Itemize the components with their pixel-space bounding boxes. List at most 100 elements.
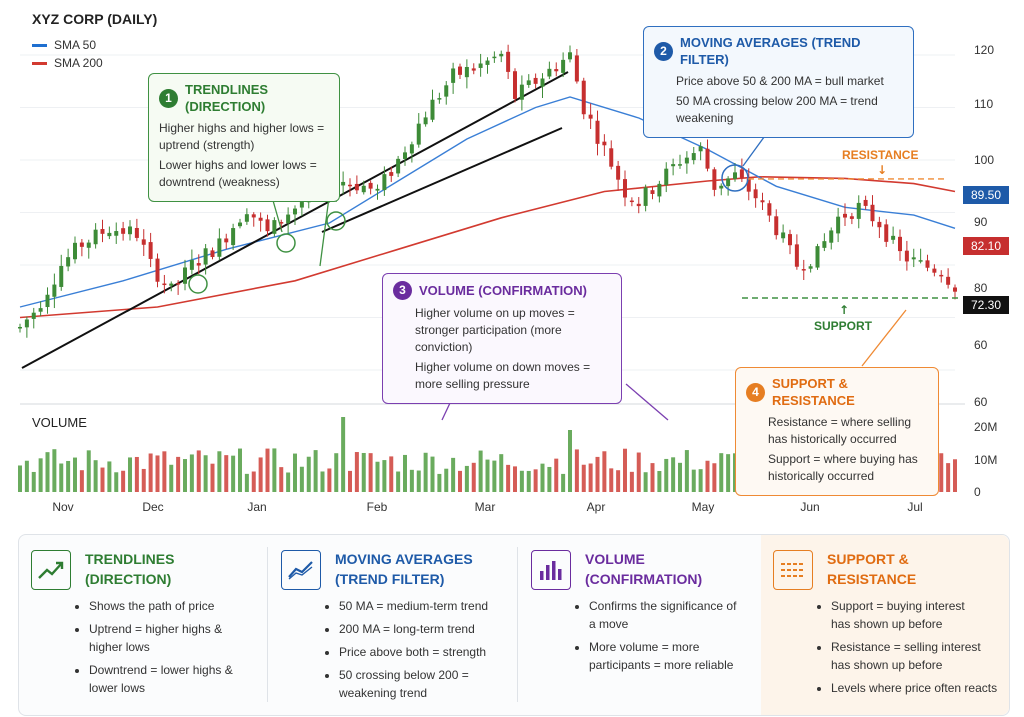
- callout-text: Resistance = where selling has historica…: [768, 415, 912, 446]
- x-tick-label: Feb: [367, 500, 388, 514]
- axes: 120 110 100 90 80 60 60 0 10M 20M Nov Dec Jan Feb Mar A…: [32, 43, 1009, 514]
- callout-text: Higher volume on up moves = stronger par…: [415, 306, 575, 354]
- candle-up: [203, 248, 208, 265]
- candle-down: [623, 179, 627, 198]
- candle-down: [870, 204, 875, 222]
- candle-up: [911, 257, 916, 260]
- summary-list: Support = buying interest has shown up b…: [817, 597, 997, 702]
- candle-up: [293, 208, 297, 215]
- candle-up: [678, 164, 682, 166]
- volume-bar-up: [691, 469, 696, 492]
- candle-down: [753, 189, 758, 199]
- volume-bar-up: [684, 450, 689, 492]
- candle-down: [932, 268, 937, 273]
- candle-down: [176, 283, 181, 285]
- callout-number: 4: [746, 382, 765, 402]
- x-tick-label: Jul: [907, 500, 922, 514]
- volume-bar-up: [561, 473, 566, 492]
- volume-bar-up: [437, 473, 442, 492]
- volume-bar-down: [121, 470, 126, 492]
- volume-bar-up: [107, 461, 112, 492]
- volume-bar-down: [939, 453, 944, 492]
- divider: [517, 547, 518, 702]
- summary-list: Confirms the significance of a move More…: [575, 597, 759, 679]
- summary-title: SUPPORT &: [827, 551, 909, 567]
- volume-bar-up: [114, 472, 119, 492]
- candle-up: [568, 52, 572, 60]
- candle-up: [547, 68, 552, 77]
- candle-up: [540, 78, 545, 87]
- callout-title: MOVING AVERAGES (TREND FILTER): [680, 35, 861, 67]
- list-item: Resistance = selling interest has shown …: [831, 638, 991, 674]
- volume-bar-up: [169, 464, 174, 492]
- volume-bar-up: [38, 458, 43, 492]
- price-tag-label: 72.30: [971, 298, 1001, 312]
- candle-down: [898, 236, 902, 252]
- candle-up: [430, 99, 435, 120]
- volume-bar-up: [18, 465, 22, 492]
- summary-volume: VOLUME (CONFIRMATION) Confirms the signif…: [519, 535, 764, 715]
- volume-bar-down: [953, 459, 957, 492]
- volume-bar-up: [313, 450, 318, 492]
- candle-down: [650, 190, 655, 194]
- candle-up: [128, 226, 132, 235]
- volume-bar-up: [519, 470, 524, 492]
- volume-bar-down: [595, 456, 600, 492]
- candle-up: [24, 319, 29, 328]
- candle-up: [31, 312, 36, 319]
- volume-bar-up: [272, 448, 277, 492]
- volume-bar-up: [286, 472, 291, 492]
- candle-down: [100, 229, 105, 234]
- callout-number: 1: [159, 88, 178, 108]
- candle-down: [574, 55, 579, 82]
- volume-bar-up: [430, 456, 435, 492]
- candle-down: [863, 199, 868, 206]
- candle-up: [719, 185, 724, 189]
- candle-down: [134, 227, 139, 238]
- candle-up: [671, 164, 676, 167]
- volume-bar-up: [664, 458, 669, 492]
- price-tag: [963, 296, 1009, 314]
- sma50-swatch: [32, 43, 47, 47]
- volume-bar-up: [341, 417, 346, 492]
- candle-down: [265, 219, 270, 232]
- candle-up: [519, 84, 524, 100]
- y-tick-label: 100: [974, 153, 994, 167]
- candle-down: [389, 172, 394, 176]
- candle-down: [616, 165, 621, 180]
- volume-bar-up: [499, 454, 504, 492]
- volume-bar-up: [478, 450, 483, 492]
- summary-title: MOVING AVERAGES: [335, 551, 473, 567]
- legend-sma50: SMA 50: [32, 38, 96, 52]
- candle-down: [794, 244, 799, 267]
- volume-bar-up: [671, 457, 676, 492]
- x-tick-label: Dec: [142, 500, 163, 514]
- x-tick-label: May: [692, 500, 715, 514]
- trend-up-icon: [31, 550, 71, 590]
- candle-up: [829, 230, 834, 243]
- volume-bar-up: [66, 460, 71, 492]
- summary-title: TRENDLINES: [85, 551, 175, 567]
- candle-up: [38, 308, 43, 312]
- x-tick-label: Jan: [247, 500, 266, 514]
- volume-bar-up: [31, 471, 36, 492]
- y-tick-label: 110: [974, 97, 993, 111]
- candle-up: [238, 222, 242, 227]
- volume-bar-down: [533, 469, 538, 492]
- volume-bar-up: [643, 472, 648, 492]
- volume-bar-up: [217, 451, 222, 492]
- candle-up: [396, 158, 401, 174]
- resistance-label: RESISTANCE: [842, 148, 918, 162]
- volume-tick-label: 10M: [974, 453, 997, 467]
- candle-down: [210, 250, 215, 258]
- candle-up: [918, 260, 923, 262]
- volume-bar-up: [244, 473, 249, 492]
- candle-up: [93, 229, 98, 245]
- callout-text: Price above 50 & 200 MA = bull market: [676, 74, 884, 88]
- summary-panel: TRENDLINES (DIRECTION) Shows the path of …: [18, 534, 1010, 716]
- volume-bar-down: [574, 449, 579, 492]
- volume-bar-up: [334, 453, 339, 492]
- callout-pointer: [625, 383, 669, 421]
- candle-up: [244, 214, 249, 222]
- support-resistance-icon: [773, 550, 813, 590]
